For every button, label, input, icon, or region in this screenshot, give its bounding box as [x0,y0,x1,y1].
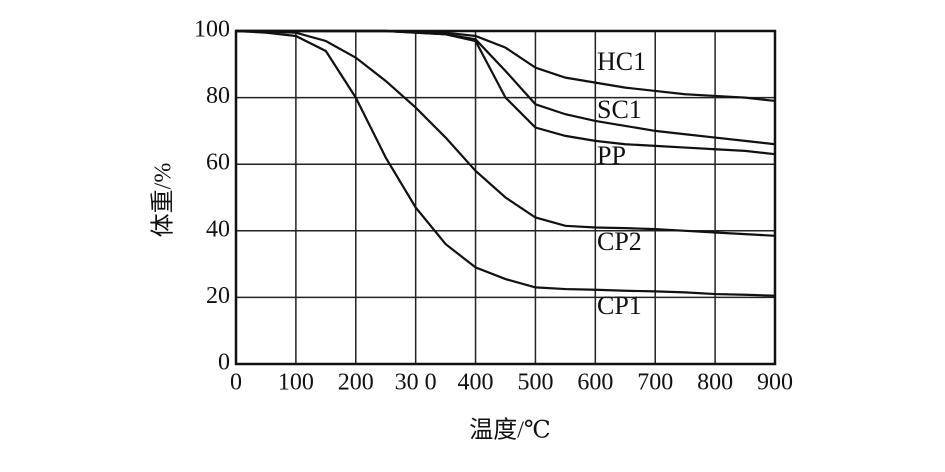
x-tick-label: 30 0 [395,370,437,396]
series-label: PP [597,141,626,170]
series-label: HC1 [597,47,646,76]
data-line [235,29,776,297]
y-tick-label: 0 [218,350,230,376]
x-tick-label: 400 [458,370,494,396]
series-label: CP2 [597,227,642,256]
x-tick-label: 600 [577,370,613,396]
y-tick-label: 60 [206,150,230,176]
x-tick-label: 0 [230,370,242,396]
y-tick-label: 20 [206,283,230,309]
y-tick-label: 80 [206,83,230,109]
x-tick-label: 200 [338,370,374,396]
series-label: CP1 [597,291,642,320]
x-tick-label: 500 [517,370,553,396]
x-tick-label: 700 [637,370,673,396]
y-axis-label: 体重/% [150,163,177,238]
x-tick-label: 100 [278,370,314,396]
x-axis-label: 温度/℃ [469,417,551,444]
data-line [236,29,776,156]
x-tick-label: 900 [757,370,793,396]
data-line [236,29,776,103]
x-tick-label: 800 [697,370,733,396]
data-line [235,29,776,237]
plot-frame [234,29,777,366]
y-tick-label: 40 [206,216,230,242]
y-tick-label: 100 [194,17,230,43]
series-label: SC1 [597,95,642,124]
